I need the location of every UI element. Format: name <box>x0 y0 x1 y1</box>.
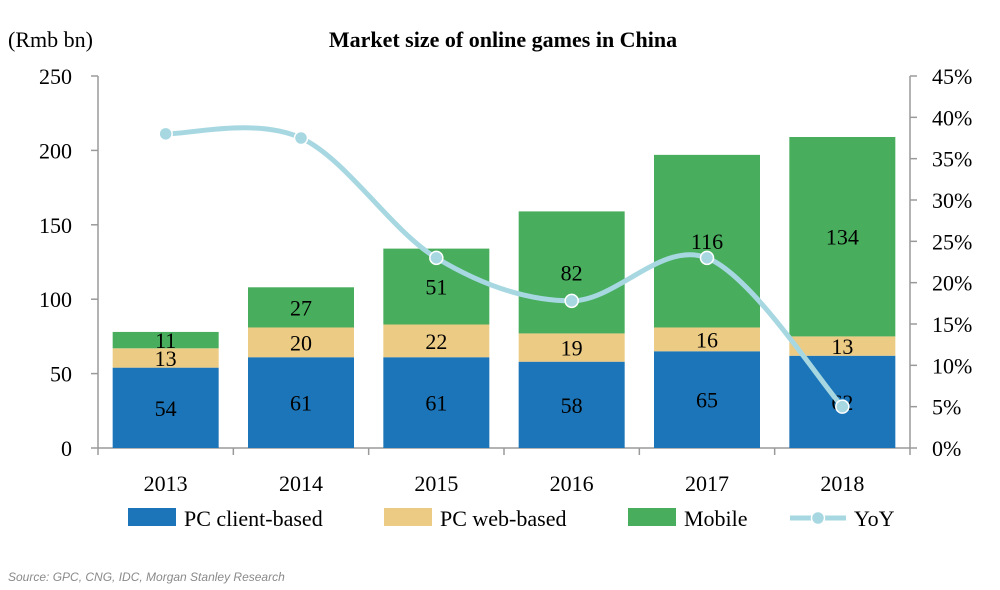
bar-mobile <box>789 137 896 337</box>
x-tick-label: 2016 <box>550 471 594 496</box>
legend-pc-client-label: PC client-based <box>184 506 323 531</box>
y2-tick-label: 30% <box>932 188 972 213</box>
yoy-point <box>293 130 309 146</box>
source-note: Source: GPC, CNG, IDC, Morgan Stanley Re… <box>8 570 285 584</box>
bar-pc-web <box>518 333 625 362</box>
bar-pc-web <box>112 348 219 368</box>
data-label: 54 <box>155 396 177 421</box>
data-label: 16 <box>696 327 718 352</box>
bar-pc-web <box>383 324 490 358</box>
y2-tick-label: 25% <box>932 229 972 254</box>
legend: PC client-based PC web-based Mobile YoY <box>128 506 895 531</box>
data-label: 20 <box>290 330 312 355</box>
legend-pc-web-label: PC web-based <box>440 506 566 531</box>
y-tick-label: 0 <box>61 436 72 461</box>
data-label: 58 <box>561 393 583 418</box>
data-label: 65 <box>696 388 718 413</box>
x-tick-label: 2018 <box>820 471 864 496</box>
bar-pc-client <box>248 357 354 448</box>
bar-pc-web <box>789 336 896 356</box>
bar-mobile <box>248 287 354 328</box>
y2-tick-label: 20% <box>932 271 972 296</box>
data-label: 11 <box>155 328 176 353</box>
bar-pc-client <box>654 351 760 448</box>
axes: 0 50 100 150 200 250 0% 5% 10% 15% 20% 25% 30% 35% 40%… <box>39 64 972 496</box>
yoy-point <box>835 399 850 414</box>
data-label: 22 <box>425 329 447 354</box>
y-axis-unit-label: (Rmb bn) <box>8 27 93 52</box>
yoy-line-group <box>158 125 850 414</box>
data-label: 116 <box>691 229 723 254</box>
legend-mobile-swatch <box>628 508 676 526</box>
y2-tick-label: 40% <box>932 105 972 130</box>
legend-pc-web-swatch <box>384 508 432 526</box>
yoy-point <box>564 293 579 309</box>
bar-pc-web <box>654 327 760 352</box>
x-tick-label: 2014 <box>279 471 323 496</box>
legend-yoy-marker <box>810 510 826 526</box>
y-tick-label: 250 <box>39 64 72 89</box>
x-tick-label: 2017 <box>685 471 729 496</box>
bar-pc-web <box>248 327 354 358</box>
legend-mobile-label: Mobile <box>684 506 748 531</box>
yoy-point <box>699 250 715 266</box>
y2-tick-label: 45% <box>932 64 972 89</box>
x-tick-label: 2015 <box>414 471 458 496</box>
data-label: 82 <box>561 260 583 285</box>
data-label: 13 <box>155 346 177 371</box>
bar-pc-client <box>383 357 490 448</box>
data-label: 51 <box>425 275 447 300</box>
y-tick-label: 200 <box>39 138 72 163</box>
data-label: 134 <box>826 225 859 250</box>
bar-mobile <box>518 211 625 334</box>
legend-yoy-label: YoY <box>854 506 895 531</box>
x-tick-label: 2013 <box>144 471 188 496</box>
data-label: 61 <box>290 391 312 416</box>
y-tick-label: 50 <box>50 362 72 387</box>
y2-tick-label: 15% <box>932 312 972 337</box>
bar-pc-client <box>112 367 219 448</box>
y2-tick-label: 10% <box>932 353 972 378</box>
y-tick-label: 150 <box>39 213 72 238</box>
data-label: 19 <box>561 336 583 361</box>
y-tick-label: 100 <box>39 287 72 312</box>
data-label: 27 <box>290 295 312 320</box>
data-label: 61 <box>425 391 447 416</box>
bars <box>112 137 896 448</box>
bar-mobile <box>112 331 219 349</box>
y2-tick-label: 5% <box>932 395 961 420</box>
yoy-point <box>429 250 444 266</box>
bar-pc-client <box>518 361 625 448</box>
bar-mobile <box>654 154 760 328</box>
yoy-point <box>158 126 173 142</box>
y2-tick-label: 35% <box>932 147 972 172</box>
y2-tick-label: 0% <box>932 436 961 461</box>
chart-title: Market size of online games in China <box>329 27 677 52</box>
data-label: 13 <box>831 334 853 359</box>
legend-pc-client-swatch <box>128 508 176 526</box>
